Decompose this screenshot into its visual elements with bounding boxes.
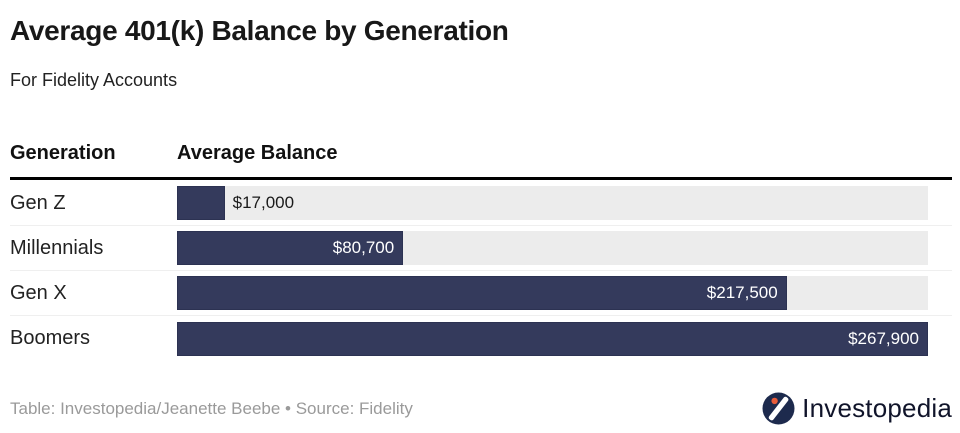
row-label: Gen Z <box>10 191 66 214</box>
bar-value-label: $217,500 <box>706 283 778 302</box>
bar-rows: Gen Z $17,000 $17,000 Millennials $80,70… <box>10 181 952 361</box>
bar-track: $17,000 $17,000 <box>177 186 928 220</box>
investopedia-logo-text: Investopedia <box>802 393 952 423</box>
bar-track: $217,500 $217,500 <box>177 276 928 310</box>
bar-value-label-outside: $17,000 <box>232 193 295 212</box>
chart-title: Average 401(k) Balance by Generation <box>10 15 509 46</box>
source-credit: Table: Investopedia/Jeanette Beebe • Sou… <box>10 398 413 418</box>
bar-track: $80,700 $80,700 <box>177 231 928 265</box>
column-header-average-balance: Average Balance <box>177 142 338 164</box>
bar: $267,900 <box>177 321 928 356</box>
bar: $80,700 <box>177 231 404 265</box>
bar: $217,500 <box>177 276 787 310</box>
investopedia-logo-icon <box>762 392 795 425</box>
table-header: Generation Average Balance <box>10 143 952 163</box>
bar-value-label: $80,700 <box>332 238 395 257</box>
table-row-boomers: Boomers $267,900 $267,900 <box>10 316 952 361</box>
row-label: Millennials <box>10 236 104 259</box>
column-header-generation: Generation <box>10 142 116 164</box>
investopedia-logo: Investopedia <box>762 392 952 425</box>
row-label: Boomers <box>10 327 91 349</box>
bar-value-label: $267,900 <box>848 328 919 348</box>
chart-subtitle: For Fidelity Accounts <box>10 70 178 90</box>
row-label: Gen X <box>10 281 67 304</box>
bar-track: $267,900 $267,900 <box>177 321 928 356</box>
footer: Table: Investopedia/Jeanette Beebe • Sou… <box>10 392 952 425</box>
table-row-gen-z: Gen Z $17,000 $17,000 <box>10 181 952 226</box>
bar: $17,000 <box>177 186 225 220</box>
header-rule <box>10 177 952 180</box>
table-row-gen-x: Gen X $217,500 $217,500 <box>10 271 952 316</box>
table-row-millennials: Millennials $80,700 $80,700 <box>10 226 952 271</box>
